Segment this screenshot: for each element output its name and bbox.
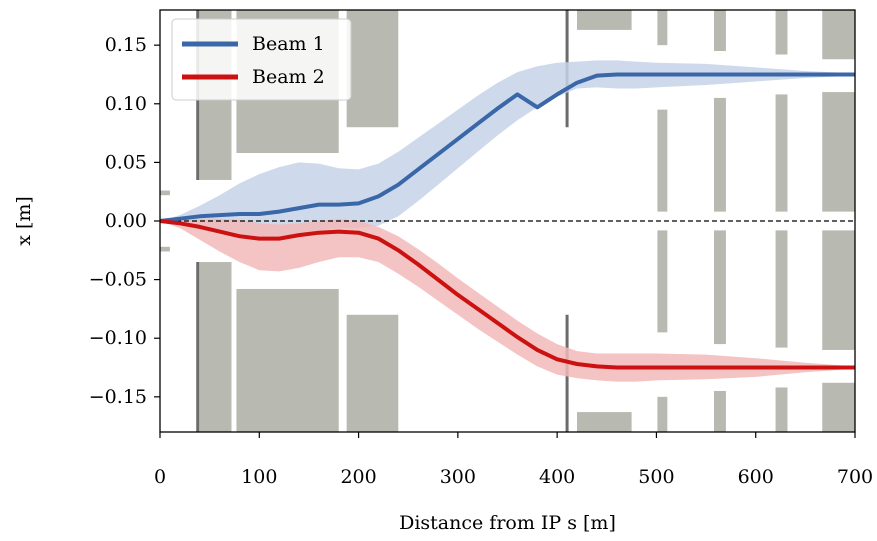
y-tick-label-2: −0.05 [89,269,147,291]
beamline-element-15 [657,396,668,432]
envelope-band-1 [160,60,855,238]
beamline-element-5 [199,262,232,432]
beamline-element-23 [775,387,788,432]
beamline-element-25 [822,92,855,212]
beamline-element-11 [577,412,632,432]
beamline-element-0 [160,190,170,196]
x-tick-label-4: 400 [539,466,575,488]
beamline-element-1 [160,246,170,252]
x-tick-label-0: 0 [154,466,166,488]
beamline-element-9 [346,314,399,432]
beamline-element-17 [714,97,726,212]
series-line-1 [159,72,855,223]
beamline-element-20 [775,10,788,55]
beamline-elements-layer [160,10,855,432]
orbit-lines-layer [159,72,855,370]
y-tick-label-5: 0.10 [105,93,147,115]
beamline-element-7 [236,288,339,432]
x-axis-ticks: 0 100 200 300 400 500 600 700 [154,432,873,488]
y-tick-label-4: 0.05 [105,151,147,173]
beamline-element-16 [714,10,726,52]
beamline-element-14 [657,230,668,333]
y-axis-ticks: −0.15 −0.10 −0.05 0.00 0.05 0.10 0.15 [89,34,160,408]
legend: Beam 1 Beam 2 [171,18,352,101]
x-axis-label: Distance from IP s [m] [399,512,616,534]
beamline-element-27 [822,382,855,432]
y-tick-label-3: 0.00 [105,210,147,232]
beamline-element-22 [775,230,788,348]
x-tick-label-3: 300 [440,466,476,488]
x-tick-label-7: 700 [837,466,873,488]
y-tick-label-6: 0.15 [105,34,147,56]
legend-label-1: Beam 1 [252,33,325,55]
beamline-element-18 [714,230,726,345]
beamline-element-26 [822,230,855,350]
beamline-element-19 [714,390,726,432]
beamline-element-13 [657,109,668,212]
legend-box [171,18,352,101]
beamline-element-21 [775,94,788,212]
y-axis-label: x [m] [13,196,35,246]
y-tick-label-1: −0.10 [89,327,147,349]
x-tick-label-6: 600 [738,466,774,488]
beamline-element-8 [346,10,399,128]
beamline-element-24 [822,10,855,60]
y-tick-label-0: −0.15 [89,386,147,408]
beamline-element-12 [657,10,668,46]
x-tick-label-1: 100 [241,466,277,488]
beamline-element-10 [577,10,632,30]
x-tick-label-5: 500 [638,466,674,488]
legend-label-2: Beam 2 [252,66,325,88]
x-tick-label-2: 200 [340,466,376,488]
series-line-2 [159,219,855,370]
